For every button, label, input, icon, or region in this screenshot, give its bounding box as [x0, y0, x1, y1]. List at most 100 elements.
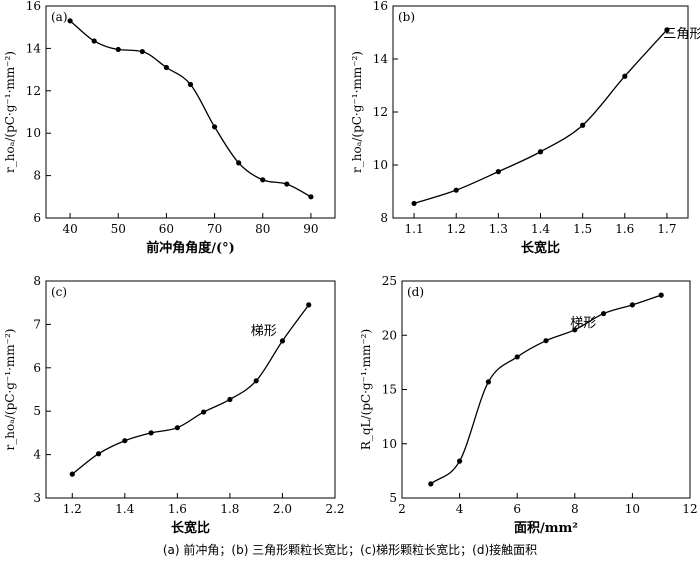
x-tick-label: 90 — [303, 222, 318, 236]
y-tick-label: 8 — [33, 169, 41, 183]
y-tick-label: 16 — [26, 0, 41, 13]
data-point — [67, 18, 73, 24]
y-tick-label: 4 — [33, 448, 41, 462]
data-point — [664, 27, 670, 33]
x-tick-label: 10 — [625, 502, 640, 516]
series-line — [69, 20, 312, 198]
panel-d: 2 4 6 8 10 12 5 10 15 20 25 (d) 面积/mm² R_qL/(pC·g⁻¹·m… — [359, 274, 698, 536]
data-point — [457, 458, 463, 464]
x-tick-label: 2.2 — [325, 502, 344, 516]
y-tick-label: 14 — [373, 52, 389, 66]
x-tick-label: 1.5 — [573, 222, 592, 236]
data-point — [622, 73, 628, 79]
data-point — [601, 310, 607, 317]
y-tick-label: 8 — [380, 211, 388, 225]
data-point — [174, 425, 180, 431]
y-tick-label: 10 — [382, 437, 397, 451]
x-tick-label: 1.6 — [615, 222, 634, 236]
data-point — [279, 338, 286, 344]
data-point — [187, 81, 194, 88]
data-point — [411, 200, 417, 207]
y-tick-label: 12 — [373, 105, 388, 119]
x-tick-label: 1.3 — [489, 222, 508, 236]
data-point — [308, 194, 314, 200]
data-point — [306, 302, 312, 308]
series-annotation: 梯形 — [251, 324, 277, 339]
x-axis-label: 长宽比 — [171, 520, 210, 536]
x-tick-label: 40 — [62, 222, 77, 236]
data-point — [260, 177, 266, 183]
y-tick-label: 25 — [382, 274, 397, 288]
panel-c: 1.2 1.4 1.6 1.8 2.0 2.2 3 4 5 6 7 8 (c) 长宽比 r_hoₐ/(pC·… — [3, 274, 345, 536]
data-point — [428, 481, 434, 487]
data-point — [163, 64, 170, 71]
data-point — [115, 46, 121, 53]
panel-b: 1.1 1.2 1.3 1.4 1.5 1.6 1.7 8 10 12 14 16 (b) 长宽比 r_ho… — [350, 0, 700, 256]
panel-label: (d) — [407, 285, 424, 299]
plot-frame — [45, 280, 336, 499]
y-tick-label: 6 — [33, 361, 41, 375]
data-point — [580, 122, 586, 128]
y-tick-label: 5 — [389, 491, 397, 505]
plot-frame — [401, 280, 691, 499]
data-point — [69, 471, 75, 477]
series-line — [413, 29, 668, 205]
x-tick-label: 1.2 — [63, 502, 82, 516]
panel-a: 40 50 60 70 80 90 6 8 10 12 14 16 (a) 前冲角角度/(°) r_hoₐ/… — [3, 0, 336, 256]
data-point — [253, 378, 259, 384]
y-tick-label: 8 — [33, 274, 41, 288]
y-tick-label: 5 — [33, 404, 41, 418]
x-tick-label: 60 — [159, 222, 174, 236]
plot-frame — [45, 5, 336, 219]
y-tick-label: 6 — [33, 211, 41, 225]
y-tick-label: 7 — [33, 317, 41, 331]
y-axis-label: r_hoₐ/(pC·g⁻¹·mm⁻²) — [3, 329, 17, 451]
x-tick-label: 6 — [513, 502, 521, 516]
data-point — [122, 438, 128, 444]
data-point — [95, 451, 102, 457]
data-point — [201, 409, 207, 415]
x-tick-label: 80 — [255, 222, 270, 236]
y-tick-label: 3 — [33, 491, 41, 505]
data-point — [572, 327, 578, 333]
y-tick-label: 12 — [26, 84, 41, 98]
x-tick-label: 2 — [398, 502, 406, 516]
x-tick-label: 1.7 — [657, 222, 676, 236]
panel-label: (b) — [398, 10, 415, 24]
x-axis-label: 面积/mm² — [514, 520, 578, 536]
panel-label: (c) — [51, 285, 67, 299]
x-axis-label: 长宽比 — [521, 240, 560, 256]
data-point — [148, 430, 154, 436]
x-tick-label: 2.0 — [273, 502, 292, 516]
x-axis-label: 前冲角角度/(°) — [146, 240, 235, 256]
series-annotation: 梯形 — [570, 316, 596, 331]
data-point — [453, 187, 459, 193]
y-tick-label: 16 — [373, 0, 388, 13]
data-point — [91, 38, 97, 44]
data-point — [139, 48, 145, 55]
x-tick-label: 1.8 — [220, 502, 239, 516]
y-tick-label: 14 — [26, 41, 42, 55]
y-tick-label: 20 — [382, 328, 397, 342]
plot-frame — [392, 5, 689, 219]
data-point — [284, 181, 290, 187]
data-point — [211, 124, 218, 130]
data-point — [537, 149, 544, 155]
x-tick-label: 70 — [207, 222, 222, 236]
series-line — [430, 294, 662, 485]
data-point — [495, 169, 501, 175]
y-tick-label: 15 — [382, 383, 397, 397]
y-axis-label: r_hoₐ/(pC·g⁻¹·mm⁻²) — [3, 51, 17, 173]
x-tick-label: 8 — [571, 502, 579, 516]
data-point — [543, 338, 549, 344]
panel-label: (a) — [51, 10, 68, 24]
data-point — [514, 354, 520, 360]
data-point — [629, 302, 636, 308]
series-line — [71, 304, 310, 475]
data-point — [658, 292, 664, 298]
x-tick-label: 1.4 — [531, 222, 550, 236]
series-annotation: 三角形 — [663, 27, 700, 42]
data-point — [227, 396, 233, 403]
x-tick-label: 4 — [456, 502, 464, 516]
